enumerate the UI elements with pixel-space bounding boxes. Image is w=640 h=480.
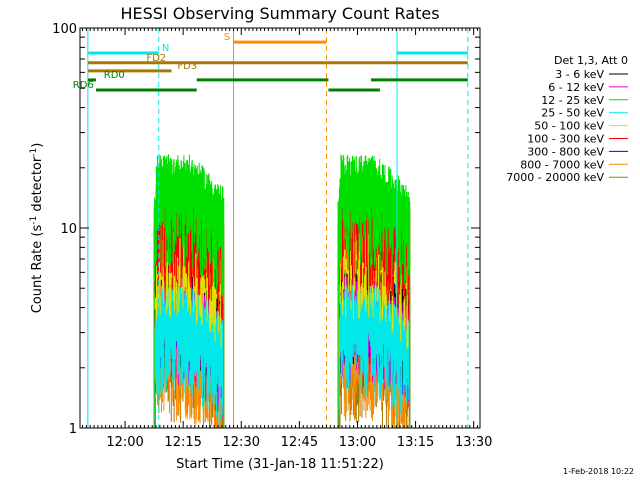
y-tick-label-0: 1 (69, 422, 77, 437)
series-line-2-seg-0 (153, 154, 225, 428)
legend-label-1: 6 - 12 keV (548, 81, 604, 94)
x-tick-label-3: 12:45 (281, 435, 318, 450)
y-axis-label-sup2: -1 (29, 148, 39, 157)
y-axis-label-main: Count Rate (s (30, 225, 45, 314)
x-tick-label-4: 13:00 (339, 435, 376, 450)
legend-label-3: 25 - 50 keV (541, 107, 604, 120)
legend-label-5: 100 - 300 keV (527, 133, 604, 146)
legend-label-8: 7000 - 20000 keV (506, 171, 604, 184)
data-layer (153, 154, 411, 428)
legend-label-7: 800 - 7000 keV (520, 158, 604, 171)
x-tick-label-1: 12:15 (164, 435, 201, 450)
x-tick-label-6: 13:30 (455, 435, 492, 450)
legend-label-4: 50 - 100 keV (534, 120, 604, 133)
series-line-2-seg-1 (337, 154, 411, 428)
y-axis-label-mid: detector (30, 156, 45, 216)
flag-label-8: RD6 (73, 80, 94, 91)
x-axis-label: Start Time (31-Jan-18 11:51:22) (176, 457, 384, 472)
flag-label-5: RD0 (104, 70, 125, 81)
chart-title: HESSI Observing Summary Count Rates (120, 4, 439, 23)
y-axis-label-sup1: -1 (29, 216, 39, 225)
x-tick-label-5: 13:15 (397, 435, 434, 450)
flag-label-4: FD3 (177, 61, 197, 72)
x-tick-label-2: 12:30 (223, 435, 260, 450)
timestamp: 1-Feb-2018 10:22 (563, 467, 634, 476)
flag-label-2: S (224, 32, 230, 43)
legend-label-6: 300 - 800 keV (527, 145, 604, 158)
legend-header: Det 1,3, Att 0 (554, 54, 628, 67)
y-tick-label-2: 100 (52, 22, 77, 37)
flag-label-3: FD2 (146, 53, 166, 64)
flags-layer: N S FD2 FD3 RD0 RD6 (73, 28, 469, 428)
plot-frame (79, 27, 481, 429)
x-tick-label-0: 12:00 (106, 435, 143, 450)
y-axis-label: Count Rate (s-1 detector-1) (29, 143, 45, 314)
legend-label-0: 3 - 6 keV (555, 68, 604, 81)
y-axis-label-end: ) (30, 143, 45, 148)
axis-layer: 12:00 12:15 12:30 12:45 13:00 13:15 13:30 1 10 10… (52, 22, 492, 450)
legend-label-2: 12 - 25 keV (541, 94, 604, 107)
flag-label-0: N (162, 43, 169, 54)
y-tick-label-1: 10 (60, 222, 77, 237)
